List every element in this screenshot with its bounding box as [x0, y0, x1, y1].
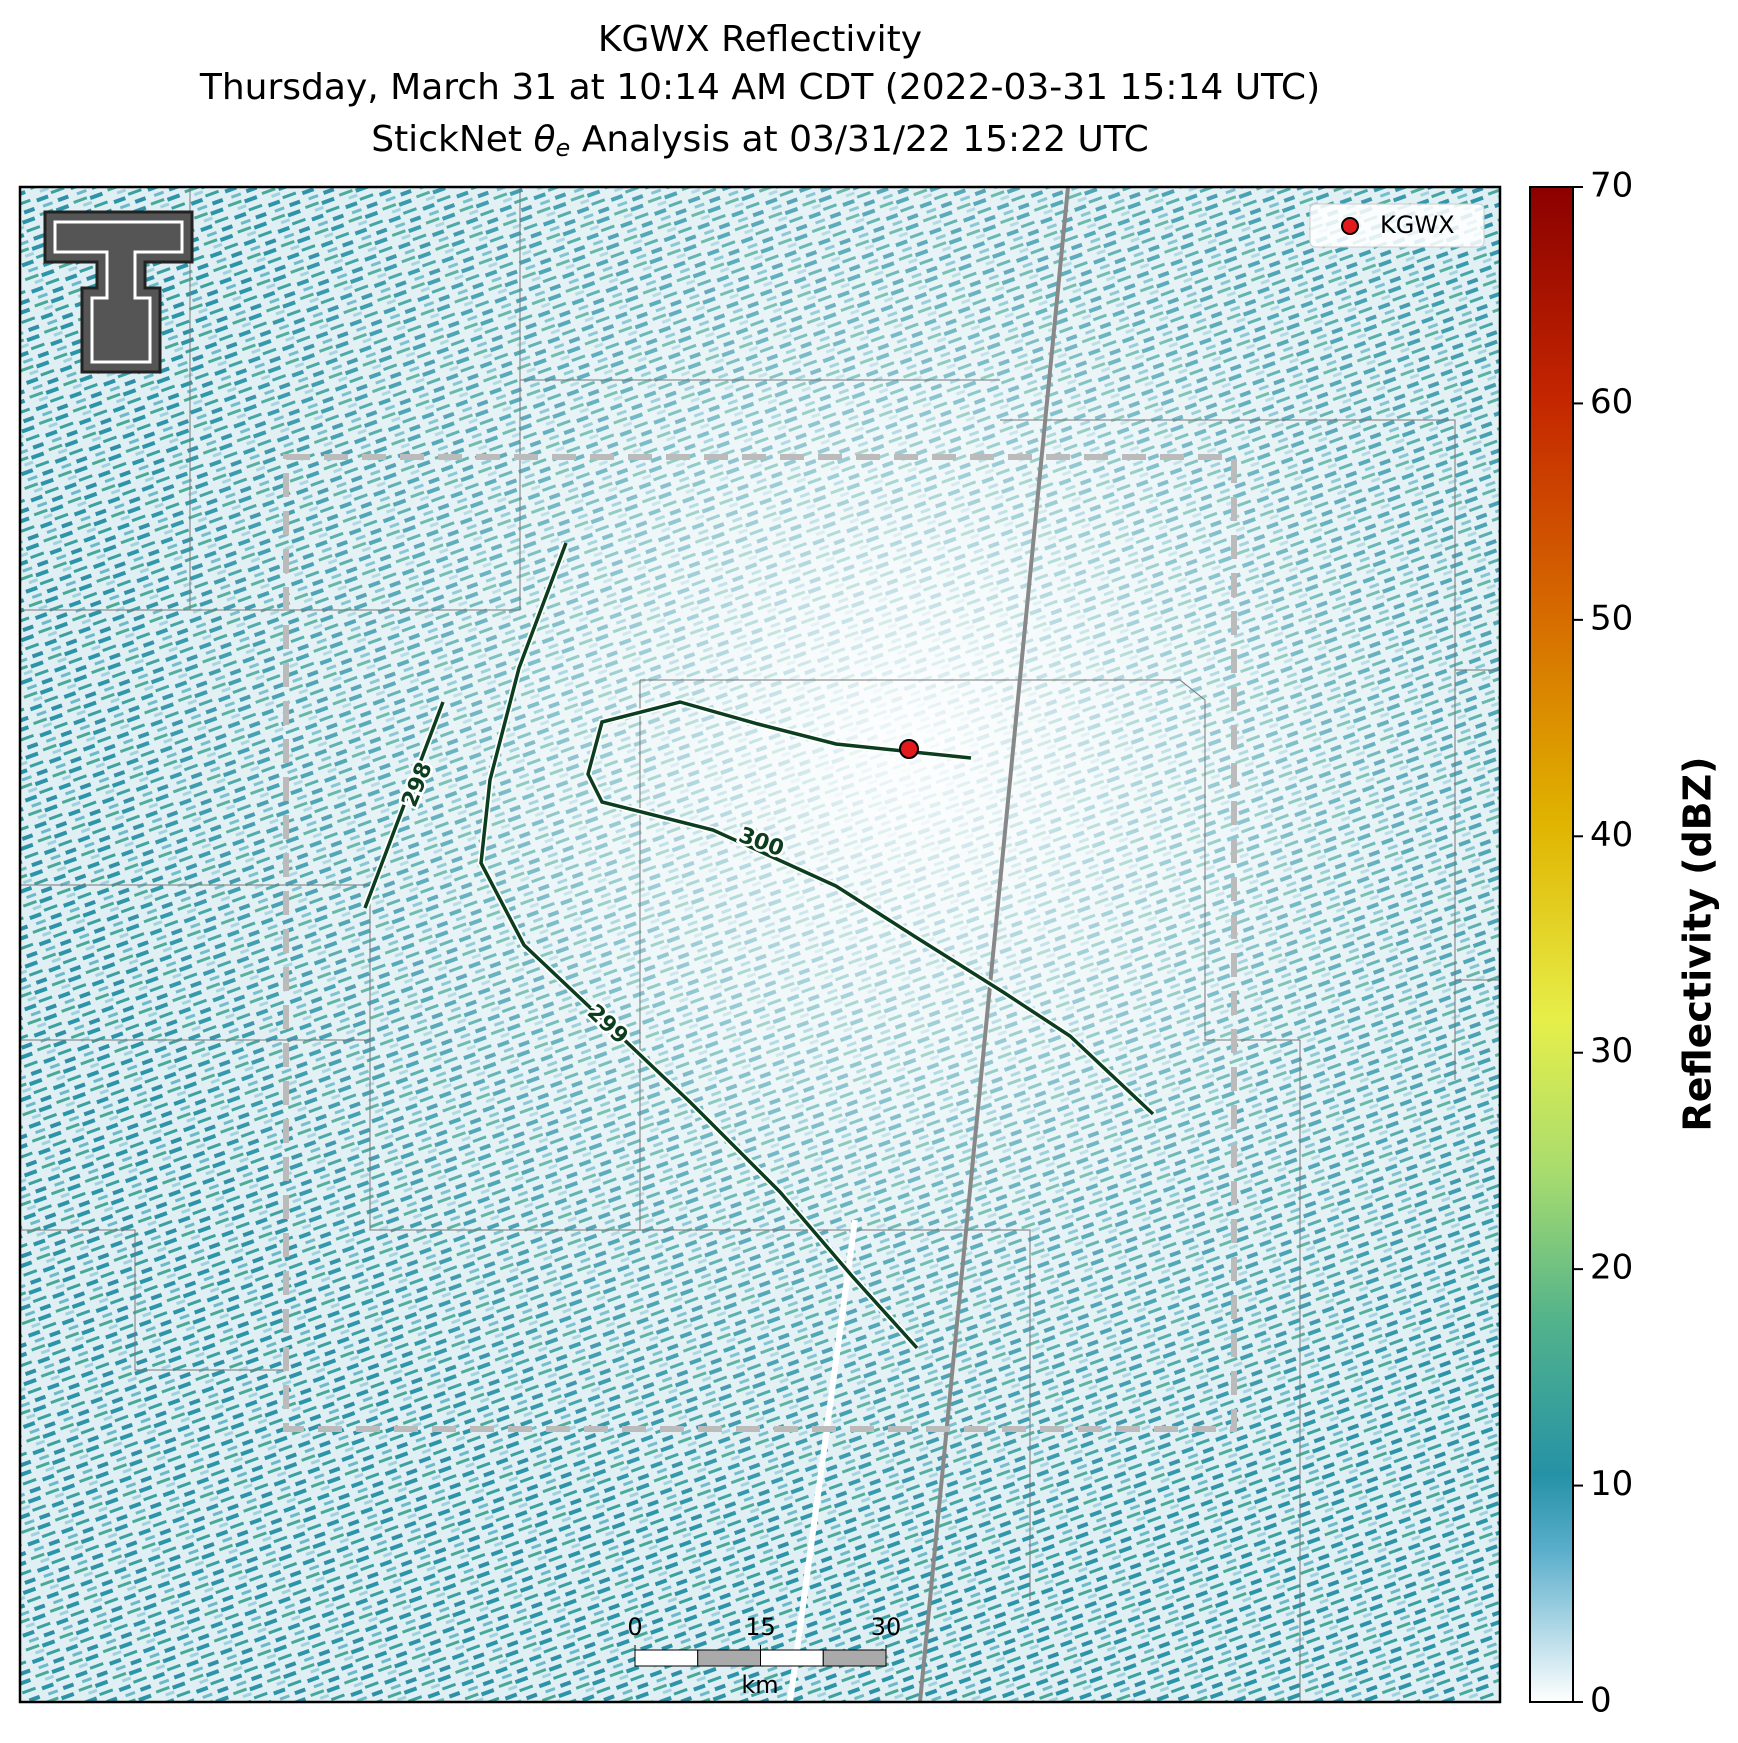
- radar-site: [899, 739, 919, 759]
- legend-marker: [1341, 217, 1359, 235]
- contour-line: [479, 542, 919, 1350]
- highway: [918, 187, 1070, 1702]
- radar-clear-zone: [20, 187, 1500, 1702]
- map: 298 299 300 KGWX km 0 15 30: [20, 187, 1500, 1702]
- colorbar-label: Reflectivity (dBZ): [1676, 756, 1720, 1131]
- colorbar-tick-label: 10: [1590, 1464, 1633, 1504]
- colorbar-tick-label: 50: [1590, 598, 1633, 638]
- title-line-2: Thursday, March 31 at 10:14 AM CDT (2022…: [199, 67, 1320, 108]
- legend-label: KGWX: [1380, 211, 1455, 239]
- contour-line: [363, 701, 445, 909]
- beam-gap: [787, 1219, 858, 1702]
- contour-300: 300: [584, 698, 1156, 1117]
- colorbar-tick-label: 0: [1590, 1681, 1612, 1721]
- scale-tick-label: 0: [627, 1613, 642, 1641]
- scale-segment: [760, 1649, 824, 1667]
- title-line-1: KGWX Reflectivity: [598, 19, 922, 60]
- logo: [43, 210, 194, 374]
- scale-segment: [634, 1649, 699, 1667]
- colorbar-tick-label: 60: [1590, 382, 1633, 422]
- title-suffix: Analysis at 03/31/22 15:22 UTC: [570, 119, 1149, 160]
- scale-unit: km: [741, 1671, 778, 1699]
- colorbar-tick-label: 20: [1590, 1248, 1633, 1288]
- scale-tick-label: 30: [871, 1613, 902, 1641]
- map-frame: [18, 185, 1502, 1704]
- scale-segment: [697, 1649, 761, 1667]
- county-lines: [20, 187, 1500, 1702]
- scale-segment: [822, 1649, 887, 1667]
- title-line-3: StickNet θe Analysis at 03/31/22 15:22 U…: [371, 119, 1149, 162]
- theta-symbol: θ: [533, 119, 555, 160]
- scale-tick-label: 15: [745, 1613, 776, 1641]
- colorbar-tick-label: 70: [1590, 166, 1633, 206]
- scale-bar: km 0 15 30: [627, 1613, 901, 1699]
- theta-subscript: e: [556, 134, 571, 162]
- colorbar: Reflectivity (dBZ) 0 10 20 30 40 50 60 70: [1529, 166, 1720, 1721]
- colorbar-tick-label: 30: [1590, 1031, 1633, 1071]
- contour-line: [586, 700, 1155, 1116]
- title-prefix: StickNet: [371, 119, 533, 160]
- legend-box: [1309, 203, 1485, 248]
- legend: KGWX: [1309, 203, 1485, 248]
- analysis-domain: [283, 454, 1237, 1432]
- colorbar-ramp: [1529, 186, 1574, 1703]
- colorbar-tick-label: 40: [1590, 815, 1633, 855]
